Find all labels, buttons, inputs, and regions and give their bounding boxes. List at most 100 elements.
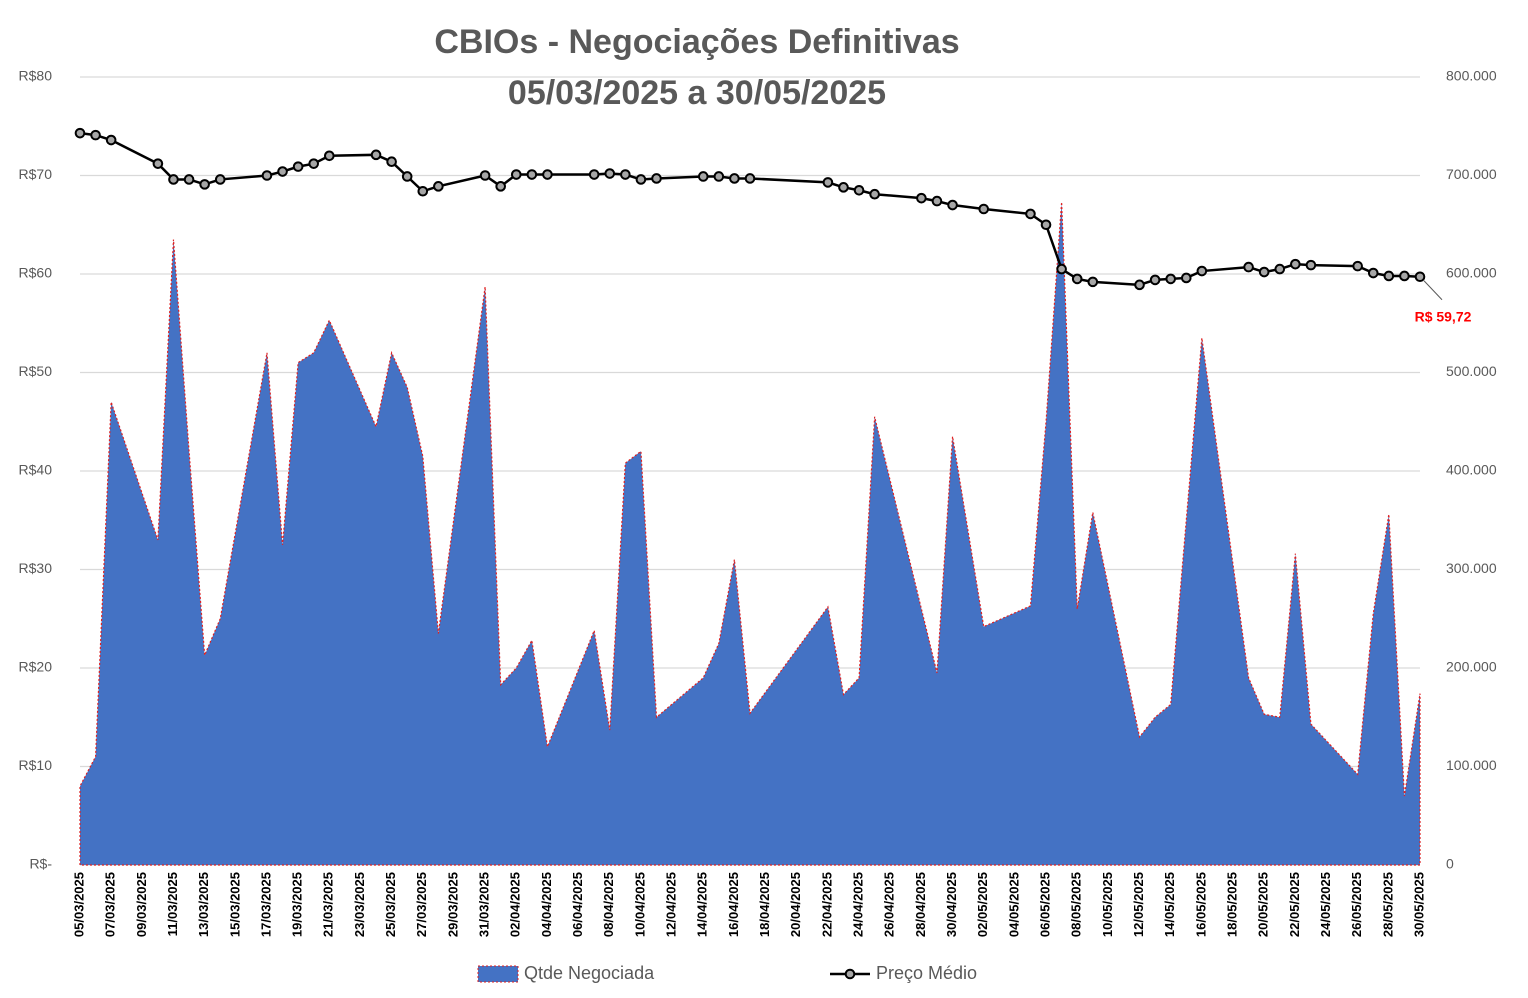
marker xyxy=(1071,273,1083,285)
x-tick-label: 14/05/2025 xyxy=(1162,872,1177,937)
marker xyxy=(74,127,86,139)
marker xyxy=(1087,276,1099,288)
legend-label: Preço Médio xyxy=(876,963,977,983)
marker xyxy=(1305,259,1317,271)
y2-tick-label: 800.000 xyxy=(1446,68,1497,84)
marker xyxy=(697,171,709,182)
marker xyxy=(292,161,304,172)
x-tick-label: 14/04/2025 xyxy=(695,872,710,937)
marker xyxy=(947,199,958,211)
marker xyxy=(635,174,647,185)
marker xyxy=(1040,219,1052,231)
x-tick-label: 19/03/2025 xyxy=(290,872,305,937)
marker xyxy=(1399,270,1410,282)
x-tick-label: 16/05/2025 xyxy=(1193,872,1208,937)
marker xyxy=(1414,271,1426,283)
marker xyxy=(417,185,429,197)
legend-label: Qtde Negociada xyxy=(524,963,655,983)
x-tick-label: 05/03/2025 xyxy=(71,872,86,937)
marker xyxy=(386,156,397,168)
x-tick-label: 30/05/2025 xyxy=(1411,872,1426,937)
label-leader xyxy=(1423,280,1443,301)
marker xyxy=(1149,274,1161,286)
marker xyxy=(168,174,179,185)
x-tick-label: 20/05/2025 xyxy=(1256,872,1271,937)
x-tick-label: 23/03/2025 xyxy=(352,872,367,937)
x-tick-label: 16/04/2025 xyxy=(726,872,741,937)
marker xyxy=(1196,265,1208,277)
marker xyxy=(931,195,943,207)
marker xyxy=(261,170,273,181)
x-tick-label: 27/03/2025 xyxy=(414,872,429,937)
x-tick-label: 12/04/2025 xyxy=(664,872,679,937)
x-tick-label: 21/03/2025 xyxy=(321,872,336,937)
x-tick-label: 24/05/2025 xyxy=(1318,872,1333,937)
marker xyxy=(1180,272,1192,284)
x-tick-label: 15/03/2025 xyxy=(227,872,242,937)
marker xyxy=(744,173,756,184)
x-tick-label: 31/03/2025 xyxy=(477,872,492,937)
x-tick-label: 10/04/2025 xyxy=(632,872,647,937)
marker xyxy=(90,129,101,141)
y-tick-label: R$60 xyxy=(19,265,53,281)
legend-marker xyxy=(844,968,856,980)
x-tick-label: 26/05/2025 xyxy=(1349,872,1364,937)
x-tick-label: 24/04/2025 xyxy=(851,872,866,937)
chart-subtitle: 05/03/2025 a 30/05/2025 xyxy=(508,74,886,112)
marker xyxy=(822,177,834,188)
marker xyxy=(978,203,990,215)
x-tick-label: 17/03/2025 xyxy=(258,872,273,937)
marker xyxy=(729,173,740,184)
value-label: R$ 59,72 xyxy=(1415,308,1472,324)
y-tick-label: R$20 xyxy=(19,659,53,675)
y2-tick-label: 600.000 xyxy=(1446,265,1497,281)
marker xyxy=(495,181,506,192)
marker xyxy=(588,169,600,180)
x-tick-label: 08/04/2025 xyxy=(601,872,616,937)
x-tick-label: 04/05/2025 xyxy=(1006,872,1021,937)
x-tick-label: 13/03/2025 xyxy=(196,872,211,937)
marker xyxy=(1367,267,1379,279)
marker xyxy=(183,174,195,185)
x-tick-label: 10/05/2025 xyxy=(1100,872,1115,937)
x-tick-label: 02/04/2025 xyxy=(508,872,523,937)
x-tick-label: 22/04/2025 xyxy=(819,872,834,937)
line xyxy=(79,131,1421,287)
x-tick-label: 12/05/2025 xyxy=(1131,872,1146,937)
x-tick-label: 28/05/2025 xyxy=(1380,872,1395,937)
x-tick-label: 06/04/2025 xyxy=(570,872,585,937)
marker xyxy=(401,171,413,182)
area xyxy=(79,202,1421,866)
x-tick-label: 18/05/2025 xyxy=(1224,872,1239,937)
marker xyxy=(277,166,288,177)
y2-tick-label: 100.000 xyxy=(1446,757,1497,773)
y-tick-label: R$10 xyxy=(19,757,53,773)
marker xyxy=(1165,273,1176,285)
marker xyxy=(1290,258,1301,270)
y2-tick-label: 700.000 xyxy=(1446,166,1497,182)
marker xyxy=(604,168,616,179)
marker xyxy=(152,158,164,169)
y2-tick-label: 300.000 xyxy=(1446,560,1497,576)
marker xyxy=(620,169,631,180)
marker xyxy=(510,169,522,180)
chart-title: CBIOs - Negociações Definitivas xyxy=(434,23,959,61)
x-tick-label: 26/04/2025 xyxy=(882,872,897,937)
y-tick-label: R$70 xyxy=(19,166,53,182)
marker xyxy=(324,150,335,162)
x-tick-label: 18/04/2025 xyxy=(757,872,772,937)
x-tick-label: 22/05/2025 xyxy=(1287,872,1302,937)
marker xyxy=(713,171,725,182)
x-tick-label: 04/04/2025 xyxy=(539,872,554,937)
marker xyxy=(1134,279,1145,291)
marker xyxy=(105,134,117,146)
marker xyxy=(433,181,444,192)
marker xyxy=(1383,270,1395,282)
marker xyxy=(370,149,382,161)
marker xyxy=(1274,263,1286,275)
x-tick-label: 30/04/2025 xyxy=(944,872,959,937)
y2-tick-label: 200.000 xyxy=(1446,659,1497,675)
marker xyxy=(838,182,849,193)
y-tick-label: R$40 xyxy=(19,462,53,478)
x-tick-label: 09/03/2025 xyxy=(134,872,149,937)
